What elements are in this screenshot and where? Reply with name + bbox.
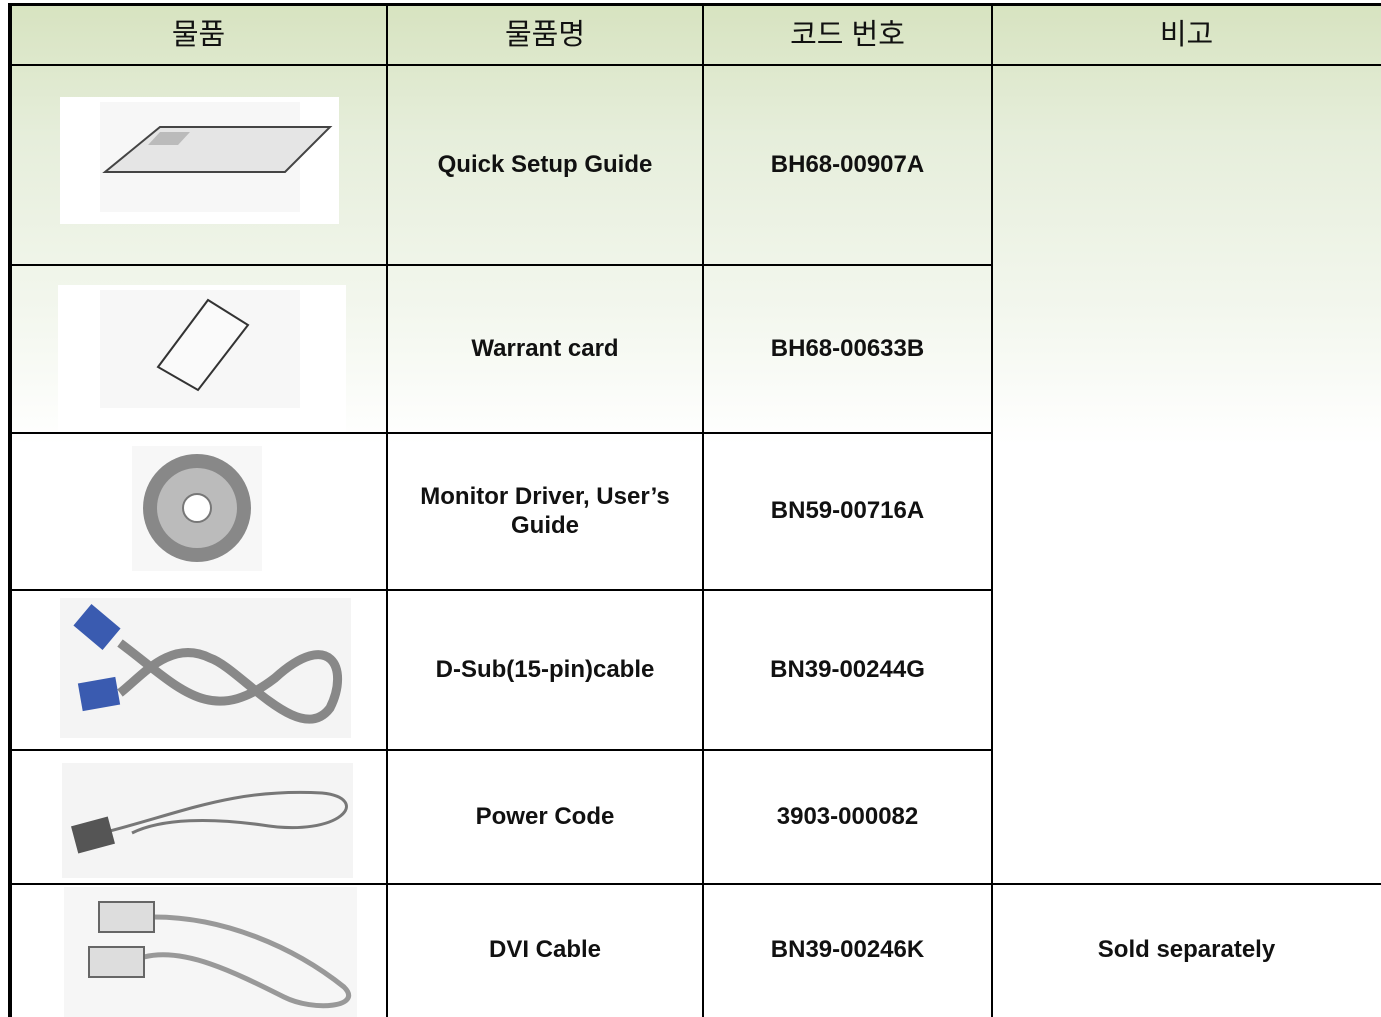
item-name: D-Sub(15-pin)cable xyxy=(435,655,655,683)
row-border xyxy=(10,432,992,434)
row-border xyxy=(10,883,1381,885)
item-name: Monitor Driver, User’s Guide xyxy=(420,482,670,539)
row-border xyxy=(10,264,992,266)
cd-image xyxy=(132,446,262,571)
guide-image xyxy=(60,97,339,224)
border xyxy=(8,64,1381,66)
row-border xyxy=(10,749,992,751)
border xyxy=(8,3,12,1017)
item-code: BH68-00633B xyxy=(770,334,925,362)
item-name: DVI Cable xyxy=(488,936,602,964)
row-border xyxy=(10,589,992,591)
item-code: BH68-00907A xyxy=(770,150,925,178)
dsub-image xyxy=(60,598,351,738)
header-cell: 비고 xyxy=(1159,18,1214,51)
col-border xyxy=(991,3,993,1017)
item-remark: Sold separately xyxy=(1097,936,1276,964)
col-border xyxy=(702,3,704,1017)
item-name: Power Code xyxy=(475,802,615,830)
header-cell: 물품명 xyxy=(504,18,586,51)
item-code: BN59-00716A xyxy=(770,497,925,525)
border xyxy=(8,3,1381,6)
item-name: Warrant card xyxy=(471,334,619,362)
item-code: 3903-000082 xyxy=(776,802,919,830)
item-code: BN39-00246K xyxy=(770,936,925,964)
header-cell: 물품 xyxy=(171,18,226,51)
card-image xyxy=(58,285,346,433)
dvi-image xyxy=(64,887,357,1017)
item-code: BN39-00244G xyxy=(770,655,925,683)
item-name: Quick Setup Guide xyxy=(437,150,653,178)
col-border xyxy=(386,3,388,1017)
power-image xyxy=(62,763,353,878)
header-cell: 코드 번호 xyxy=(790,18,905,51)
